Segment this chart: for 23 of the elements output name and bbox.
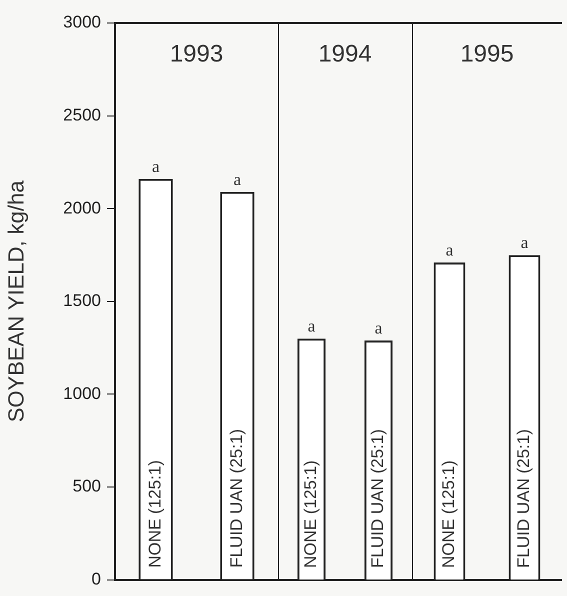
data-label: a <box>308 316 316 336</box>
text: 1995 <box>460 40 514 68</box>
y-tick-label: 2500 <box>63 105 101 124</box>
x-tick-label: NONE (125:1) <box>439 460 458 568</box>
y-tick-label: 500 <box>72 476 101 496</box>
y-tick-label: 1000 <box>63 384 101 403</box>
data-label: a <box>152 156 160 176</box>
x-tick-label: FLUID UAN (25:1) <box>514 429 534 568</box>
y-tick-label: 0 <box>92 569 101 588</box>
data-label: a <box>233 170 242 189</box>
data-label: a <box>374 318 383 338</box>
x-tick-label: NONE (125:1) <box>145 460 164 568</box>
x-tick-label: NONE (125:1) <box>301 460 320 568</box>
x-tick-label: FLUID UAN (25:1) <box>368 429 388 568</box>
y-tick-label: 3000 <box>63 12 101 32</box>
text: 1993 <box>170 40 224 68</box>
y-tick-label: 2000 <box>63 198 101 218</box>
y-axis-title: SOYBEAN YIELD, kg/ha <box>3 180 28 422</box>
text: 1994 <box>318 40 372 68</box>
y-tick-label: 1500 <box>63 291 101 310</box>
data-label: a <box>446 240 454 260</box>
data-label: a <box>520 233 529 252</box>
x-tick-label: FLUID UAN (25:1) <box>226 428 246 568</box>
